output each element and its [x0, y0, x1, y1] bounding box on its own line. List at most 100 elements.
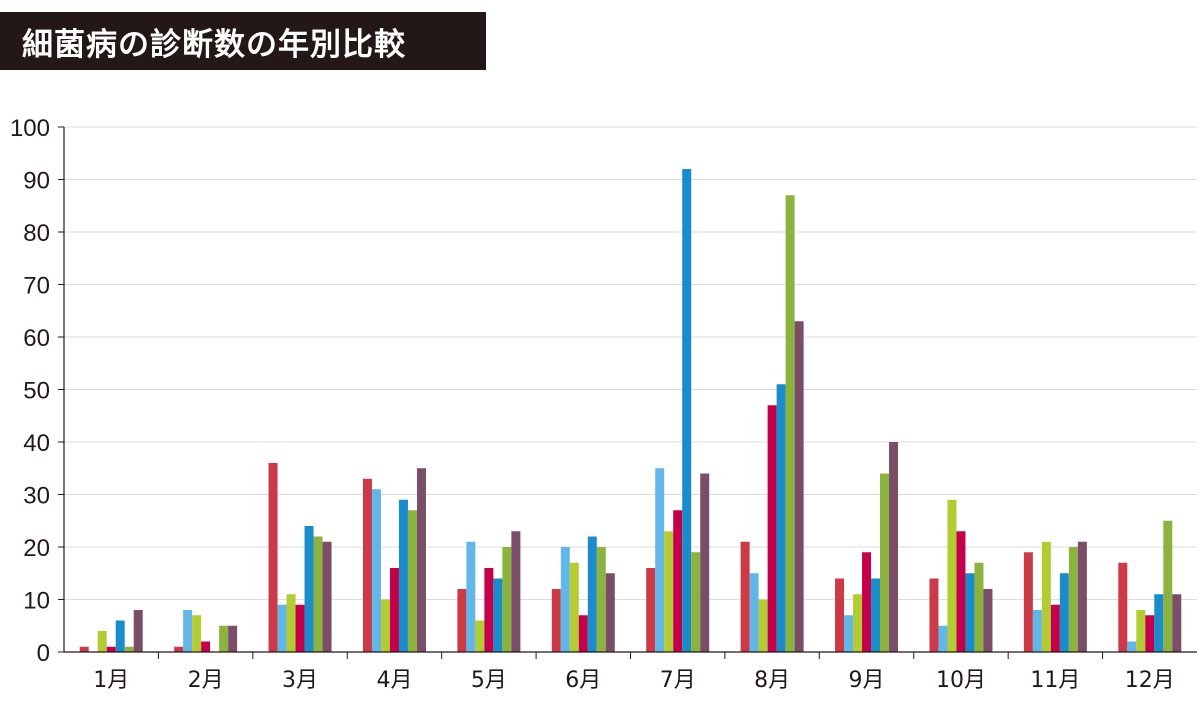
- bar-series-6-11: [1068, 547, 1078, 652]
- x-tick-label: 12月: [1125, 668, 1175, 693]
- y-tick-label: 80: [23, 220, 50, 247]
- y-tick-label: 0: [37, 640, 50, 667]
- bar-series-5-4: [398, 499, 408, 652]
- bar-series-7-12: [1172, 594, 1182, 652]
- x-tick-label: 11月: [1030, 668, 1080, 693]
- bar-series-6-9: [880, 473, 890, 652]
- bar-series-3-5: [475, 620, 485, 652]
- bar-series-7-10: [983, 589, 993, 652]
- bar-series-5-5: [493, 578, 503, 652]
- x-tick-label: 1月: [93, 668, 129, 693]
- bar-series-6-7: [691, 552, 701, 652]
- y-tick-label: 90: [23, 168, 50, 195]
- y-tick-label: 100: [10, 115, 50, 142]
- bar-series-5-9: [871, 578, 881, 652]
- y-tick-label: 10: [23, 588, 50, 615]
- bar-series-2-9: [844, 615, 854, 652]
- chart-title-text: 細菌病の診断数の年別比較: [22, 26, 406, 63]
- bar-series-6-2: [219, 625, 229, 652]
- bar-series-4-3: [295, 604, 305, 652]
- bar-series-5-3: [304, 526, 314, 652]
- x-tick-label: 9月: [849, 668, 885, 693]
- bar-series-5-6: [587, 536, 597, 652]
- bar-series-2-11: [1032, 610, 1042, 652]
- x-tick-label: 4月: [376, 668, 412, 693]
- bar-series-4-7: [673, 510, 683, 652]
- bar-series-7-3: [322, 541, 332, 652]
- bar-series-3-3: [286, 594, 296, 652]
- bar-series-3-12: [1136, 610, 1146, 652]
- bar-series-3-9: [853, 594, 863, 652]
- bar-series-7-8: [794, 321, 804, 652]
- bar-series-4-1: [106, 646, 116, 652]
- bar-series-3-2: [192, 615, 202, 652]
- x-tick-label: 3月: [282, 668, 318, 693]
- bar-series-1-8: [740, 541, 750, 652]
- bar-series-7-2: [228, 625, 238, 652]
- bar-series-4-12: [1145, 615, 1155, 652]
- bar-series-3-1: [97, 631, 107, 652]
- x-tick-label: 2月: [188, 668, 224, 693]
- bar-series-6-6: [596, 547, 606, 652]
- y-tick-label: 40: [23, 430, 50, 457]
- bar-series-2-12: [1127, 641, 1137, 652]
- bar-series-1-12: [1118, 562, 1128, 652]
- bar-series-2-2: [183, 610, 193, 652]
- bar-series-1-2: [174, 646, 184, 652]
- x-tick-label: 6月: [565, 668, 601, 693]
- bar-series-2-8: [749, 573, 759, 652]
- bar-series-5-7: [682, 169, 692, 652]
- bar-series-3-4: [380, 599, 390, 652]
- bar-series-4-9: [862, 552, 872, 652]
- bar-series-6-5: [502, 547, 512, 652]
- bar-series-4-5: [484, 568, 494, 652]
- bar-series-2-7: [655, 468, 665, 652]
- bar-series-1-9: [835, 578, 845, 652]
- bar-series-7-7: [700, 473, 710, 652]
- bar-series-4-2: [201, 641, 211, 652]
- bar-series-6-8: [785, 195, 795, 652]
- bar-series-2-6: [560, 547, 570, 652]
- bar-series-3-6: [569, 562, 579, 652]
- bar-series-4-8: [767, 405, 777, 652]
- x-tick-label: 5月: [471, 668, 507, 693]
- bar-series-6-3: [313, 536, 323, 652]
- bar-series-3-8: [758, 599, 768, 652]
- bar-series-2-5: [466, 541, 476, 652]
- bar-series-1-5: [457, 589, 467, 652]
- chart-title: 細菌病の診断数の年別比較: [0, 12, 486, 70]
- bar-series-5-1: [115, 620, 125, 652]
- bar-series-5-8: [776, 384, 786, 652]
- bar-series-4-4: [389, 568, 399, 652]
- bar-series-1-7: [646, 568, 656, 652]
- bar-series-1-4: [362, 478, 372, 652]
- bar-series-2-10: [938, 625, 948, 652]
- bar-series-2-4: [371, 489, 381, 652]
- y-tick-label: 50: [23, 378, 50, 405]
- bar-series-5-10: [965, 573, 975, 652]
- bar-series-3-7: [664, 531, 674, 652]
- bar-series-1-3: [268, 463, 278, 652]
- bar-series-6-10: [974, 562, 984, 652]
- bar-series-4-10: [956, 531, 966, 652]
- x-tick-label: 7月: [660, 668, 696, 693]
- y-tick-label: 30: [23, 483, 50, 510]
- bar-series-7-6: [605, 573, 615, 652]
- bar-series-5-11: [1059, 573, 1069, 652]
- y-tick-label: 20: [23, 535, 50, 562]
- bar-series-1-10: [929, 578, 939, 652]
- bar-series-4-6: [578, 615, 588, 652]
- bar-series-7-4: [416, 468, 426, 652]
- bar-series-7-11: [1077, 541, 1087, 652]
- bar-series-4-11: [1050, 604, 1060, 652]
- bar-series-3-11: [1041, 541, 1051, 652]
- x-tick-label: 10月: [936, 668, 986, 693]
- bar-series-6-4: [407, 510, 417, 652]
- bar-series-3-10: [947, 499, 957, 652]
- bar-series-1-11: [1023, 552, 1033, 652]
- bar-series-1-6: [551, 589, 561, 652]
- x-tick-label: 8月: [754, 668, 790, 693]
- bar-series-1-1: [79, 646, 89, 652]
- bar-series-6-12: [1163, 520, 1173, 652]
